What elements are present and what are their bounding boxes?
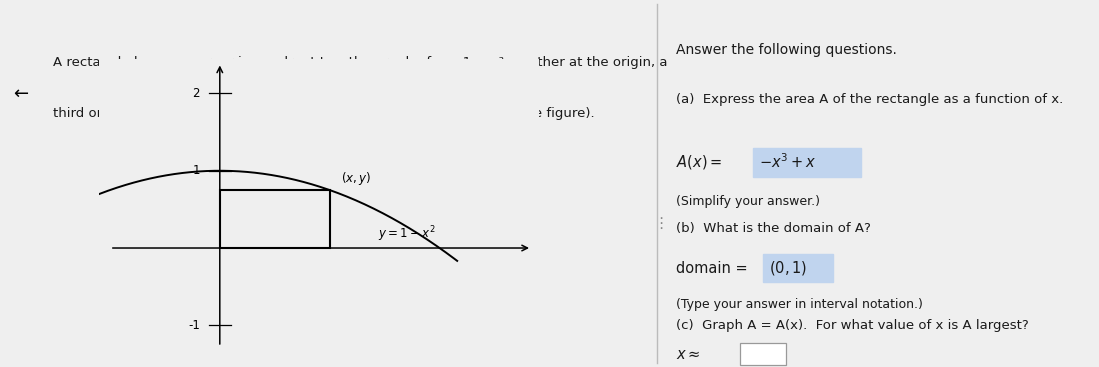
- Text: third on the positive y-axis, and the fourth on the positive x-axis (see the fig: third on the positive y-axis, and the fo…: [53, 106, 595, 120]
- Text: $(x, y)$: $(x, y)$: [341, 170, 370, 187]
- FancyBboxPatch shape: [753, 148, 861, 177]
- Text: $y=1-x^2$: $y=1-x^2$: [378, 224, 435, 244]
- Text: (b)  What is the domain of A?: (b) What is the domain of A?: [676, 222, 870, 235]
- Text: (a)  Express the area A of the rectangle as a function of x.: (a) Express the area A of the rectangle …: [676, 93, 1063, 106]
- Text: ⋮: ⋮: [653, 216, 668, 231]
- Text: $-$: $-$: [470, 134, 486, 152]
- Text: (Simplify your answer.): (Simplify your answer.): [676, 195, 820, 208]
- Circle shape: [447, 80, 509, 99]
- Text: -1: -1: [188, 319, 200, 332]
- Circle shape: [447, 134, 509, 153]
- Text: $\leftarrow$: $\leftarrow$: [10, 84, 30, 102]
- Circle shape: [447, 187, 509, 206]
- Text: $A(x) = $: $A(x) = $: [676, 153, 722, 171]
- Text: (Type your answer in interval notation.): (Type your answer in interval notation.): [676, 298, 923, 310]
- Text: $x \approx$: $x \approx$: [676, 347, 700, 362]
- Text: 2: 2: [192, 87, 200, 100]
- Text: $+$: $+$: [471, 82, 485, 97]
- FancyBboxPatch shape: [763, 254, 833, 282]
- Text: A rectangle has one corner in quadrant I on the graph of y = 1 − x², another at : A rectangle has one corner in quadrant I…: [53, 57, 667, 69]
- Text: $-x^3 + x$: $-x^3 + x$: [759, 152, 817, 171]
- Text: $(0,1)$: $(0,1)$: [769, 259, 808, 277]
- Text: domain =: domain =: [676, 261, 752, 276]
- Text: $\nearrow$: $\nearrow$: [471, 190, 485, 203]
- Text: 1: 1: [192, 164, 200, 177]
- Text: Answer the following questions.: Answer the following questions.: [676, 43, 897, 57]
- Text: (c)  Graph A = A(x).  For what value of x is A largest?: (c) Graph A = A(x). For what value of x …: [676, 319, 1029, 331]
- Bar: [220, 190, 330, 248]
- FancyBboxPatch shape: [740, 343, 786, 365]
